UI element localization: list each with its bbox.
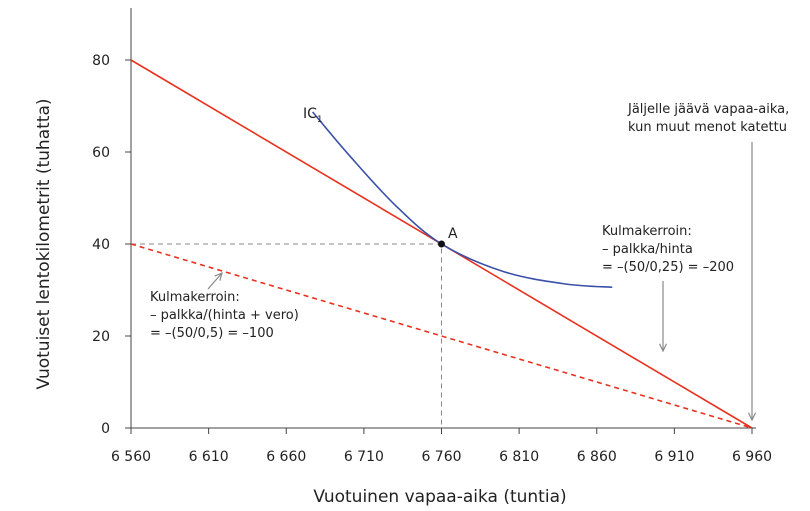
annotation-slope-no-tax-1: Kulmakerroin:	[602, 224, 692, 239]
x-tick-label: 6 660	[266, 449, 306, 465]
point-a	[438, 240, 445, 248]
x-tick-label: 6 760	[421, 449, 461, 465]
x-axis-label: Vuotuinen vapaa-aika (tuntia)	[313, 487, 566, 507]
y-tick-label: 20	[92, 329, 110, 345]
annotation-remaining-2: kun muut menot katettu	[628, 120, 787, 135]
y-axis-label: Vuotuiset lentokilometrit (tuhatta)	[34, 98, 54, 389]
point-a-label: A	[448, 226, 458, 242]
annotation-slope-no-tax-3: = –(50/0,25) = –200	[602, 260, 734, 275]
y-tick-label: 40	[92, 237, 110, 253]
x-tick-label: 6 710	[344, 449, 384, 465]
x-tick-label: 6 910	[654, 449, 694, 465]
arrow-slope-tax	[207, 272, 223, 290]
x-tick-label: 6 810	[499, 449, 539, 465]
arrow-slope-tax-head	[214, 271, 223, 281]
ic-label: IC1	[303, 106, 323, 125]
arrow-slope-no-tax-head	[658, 343, 668, 353]
y-tick-label: 0	[101, 421, 110, 437]
annotation-slope-no-tax-2: – palkka/hinta	[602, 242, 693, 257]
arrow-remaining-head	[747, 412, 757, 422]
y-tick-label: 60	[92, 145, 110, 161]
x-tick-label: 6 610	[189, 449, 229, 465]
y-tick-label: 80	[92, 53, 110, 69]
annotation-slope-tax-1: Kulmakerroin:	[150, 290, 240, 305]
annotation-slope-tax-3: = –(50/0,5) = –100	[150, 326, 274, 341]
x-tick-label: 6 860	[577, 449, 617, 465]
annotation-remaining-1: Jäljelle jäävä vapaa-aika,	[627, 102, 789, 117]
annotation-slope-tax-2: – palkka/(hinta + vero)	[150, 308, 299, 323]
x-tick-label: 6 960	[732, 449, 772, 465]
x-tick-label: 6 560	[111, 449, 151, 465]
series-IC₁	[312, 111, 613, 289]
